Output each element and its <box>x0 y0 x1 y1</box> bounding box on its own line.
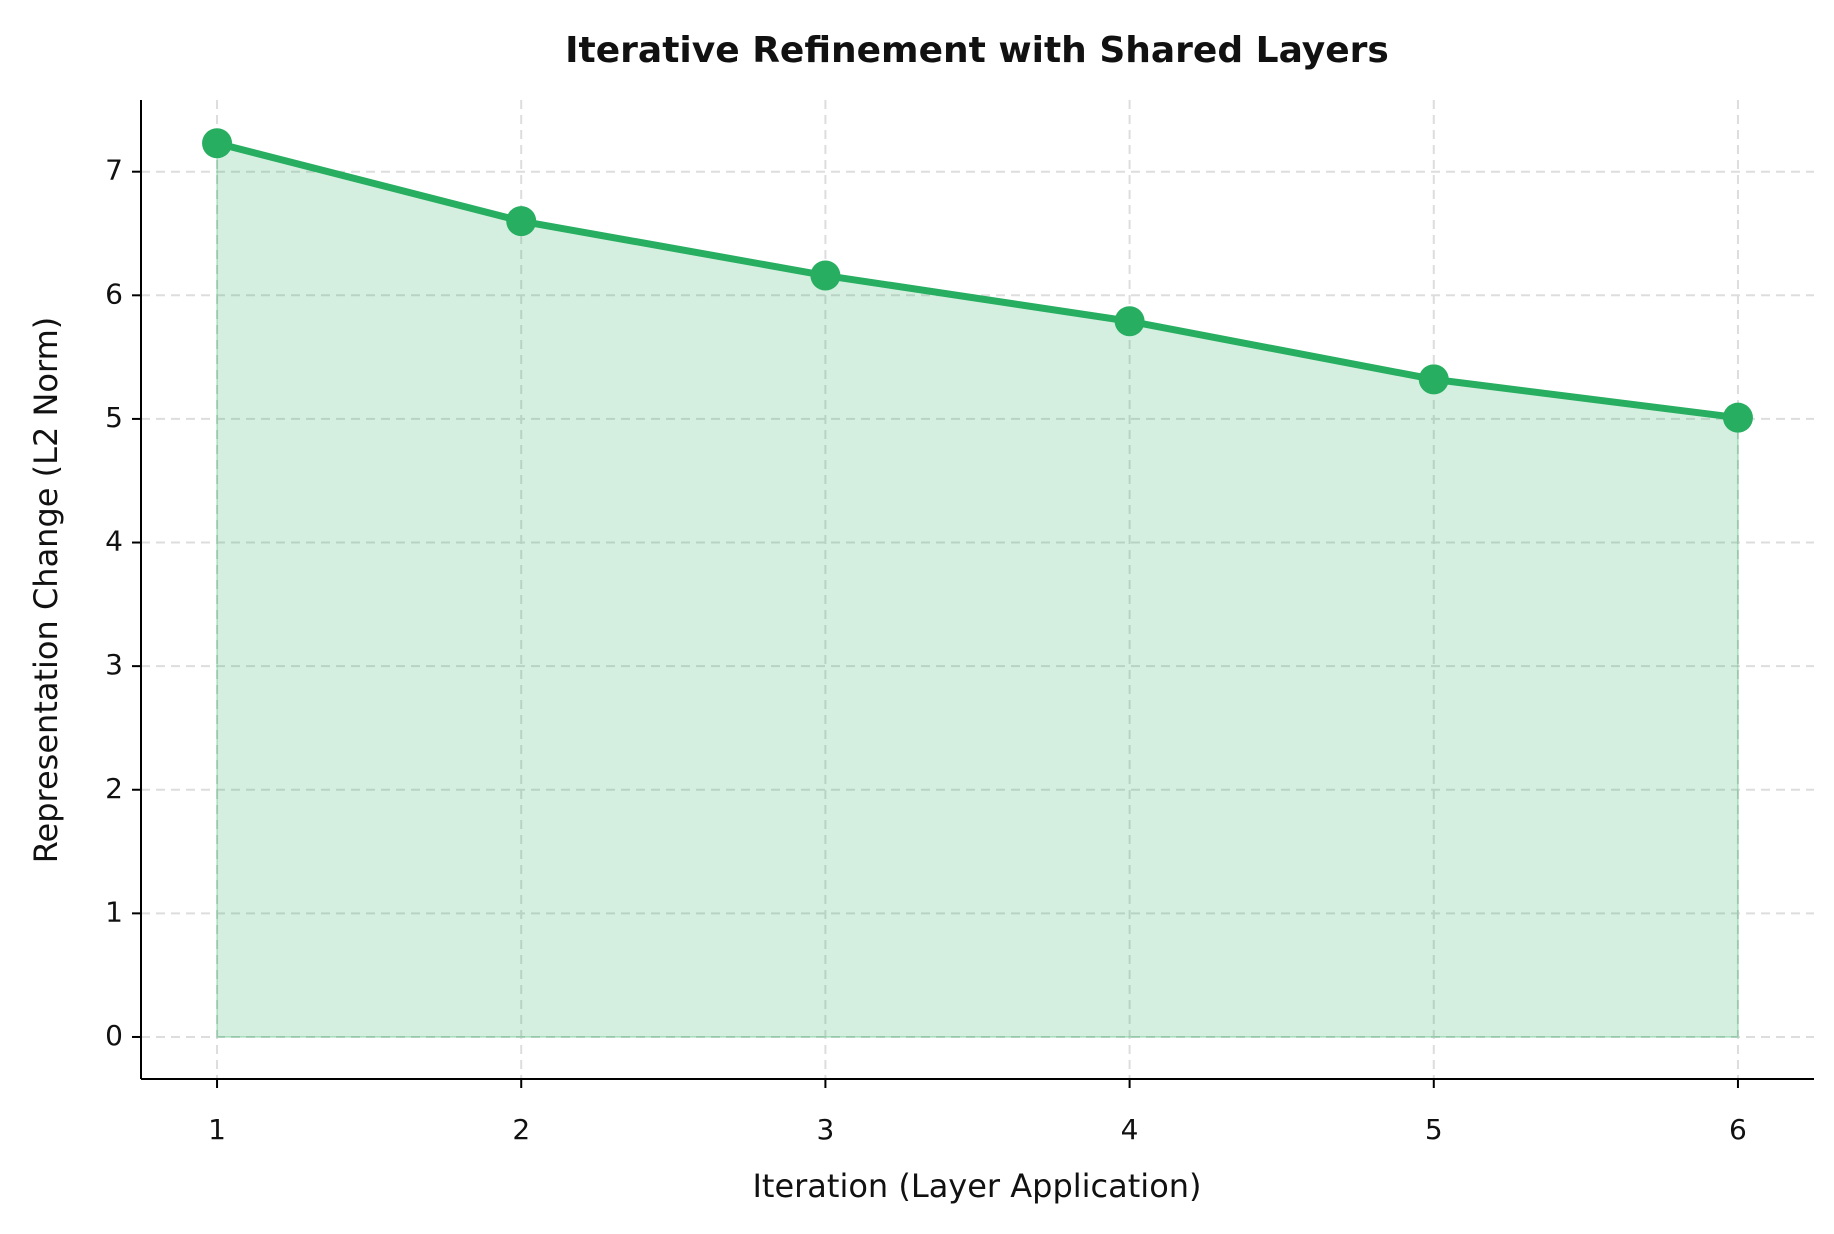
x-tick-label: 4 <box>1121 1113 1139 1146</box>
y-tick-label: 0 <box>105 1019 123 1052</box>
y-tick-label: 1 <box>105 895 123 928</box>
marker <box>1722 402 1753 433</box>
marker <box>1418 364 1449 395</box>
y-tick-label: 7 <box>105 154 123 187</box>
line <box>216 139 1739 422</box>
marker <box>202 128 233 159</box>
area-fill <box>216 141 1739 1038</box>
x-axis-title: Iteration (Layer Application) <box>752 1167 1201 1205</box>
y-tick-label: 2 <box>105 772 123 805</box>
x-tick-label: 6 <box>1729 1113 1747 1146</box>
marker <box>506 206 537 237</box>
marker <box>1114 306 1145 337</box>
y-tick-label: 6 <box>105 277 123 310</box>
y-tick-label: 4 <box>105 525 123 558</box>
x-tick-label: 2 <box>512 1113 530 1146</box>
x-tick-label: 3 <box>816 1113 834 1146</box>
y-axis-title: Representation Change (L2 Norm) <box>27 317 65 864</box>
chart-title: Iterative Refinement with Shared Layers <box>565 30 1389 71</box>
y-tick-label: 5 <box>105 401 123 434</box>
x-tick-label: 1 <box>208 1113 226 1146</box>
y-tick-label: 3 <box>105 648 123 681</box>
x-tick-label: 5 <box>1425 1113 1443 1146</box>
marker <box>810 260 841 291</box>
